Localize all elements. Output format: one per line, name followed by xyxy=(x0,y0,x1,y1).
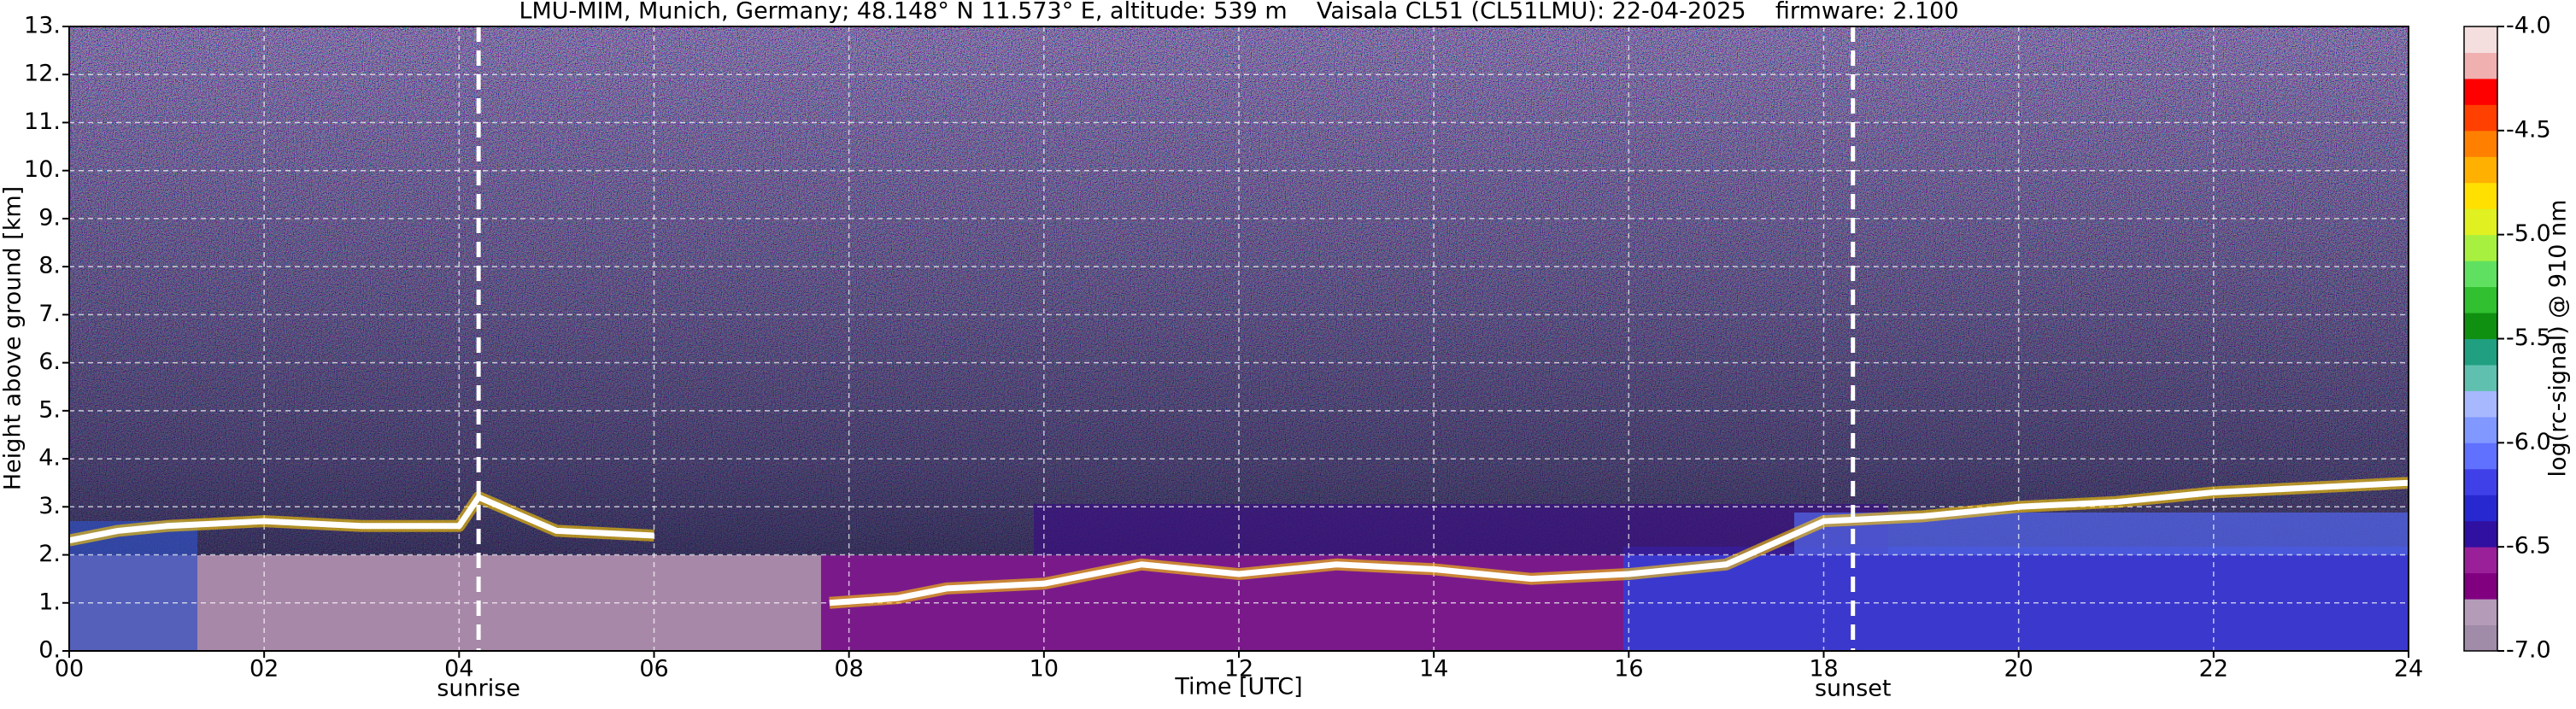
x-tick-label: 08 xyxy=(834,656,863,683)
y-tick-label: 11. xyxy=(24,108,61,135)
colorbar-tick-label: -5.0 xyxy=(2506,220,2551,247)
y-tick-label: 4. xyxy=(38,445,61,472)
colorbar-tick-label: -4.0 xyxy=(2506,13,2551,39)
colorbar-swatch xyxy=(2464,26,2497,53)
colorbar-swatch xyxy=(2464,286,2497,313)
layer-line xyxy=(68,494,654,544)
x-axis-label: Time [UTC] xyxy=(1174,674,1302,700)
x-tick-label: 00 xyxy=(55,656,84,683)
colorbar-swatch xyxy=(2464,156,2497,184)
y-tick-label: 10. xyxy=(24,156,61,183)
y-tick-label: 7. xyxy=(38,301,61,327)
y-tick-label: 3. xyxy=(38,493,61,519)
colorbar-tick-label: -7.0 xyxy=(2506,637,2551,664)
y-tick-label: 12. xyxy=(24,61,61,87)
x-tick-label: 06 xyxy=(639,656,668,683)
chart-title: LMU-MIM, Munich, Germany; 48.148° N 11.5… xyxy=(519,0,1958,25)
x-tick-label: 04 xyxy=(444,656,473,683)
colorbar-swatch xyxy=(2464,520,2497,548)
x-tick-label: 16 xyxy=(1614,656,1643,683)
colorbar-swatch xyxy=(2464,313,2497,339)
y-tick-label: 5. xyxy=(38,396,61,423)
colorbar-swatch xyxy=(2464,624,2497,652)
colorbar-swatch xyxy=(2464,495,2497,522)
colorbar-swatch xyxy=(2464,78,2497,105)
colorbar-swatch xyxy=(2464,572,2497,600)
annotation-label: sunset xyxy=(1815,676,1892,702)
signal-low-layer xyxy=(1623,547,2409,651)
colorbar-swatch xyxy=(2464,442,2497,470)
colorbar-swatch xyxy=(2464,182,2497,209)
colorbar-swatch xyxy=(2464,599,2497,626)
signal-mid-layer xyxy=(1034,504,1888,555)
colorbar-swatch xyxy=(2464,468,2497,495)
colorbar-swatch xyxy=(2464,52,2497,79)
annotation-label: sunrise xyxy=(437,676,520,702)
colorbar-swatch xyxy=(2464,547,2497,574)
y-tick-label: 1. xyxy=(38,589,61,615)
y-tick-label: 6. xyxy=(38,349,61,375)
colorbar-swatch xyxy=(2464,338,2497,366)
marks xyxy=(67,26,2409,651)
y-tick-label: 0. xyxy=(38,637,61,664)
y-tick-label: 8. xyxy=(38,253,61,279)
colorbar-swatch xyxy=(2464,104,2497,132)
colorbar-tick-label: -6.5 xyxy=(2506,533,2551,560)
colorbar-swatch xyxy=(2464,390,2497,418)
colorbar-tick-label: -5.5 xyxy=(2506,325,2551,351)
x-tick-label: 18 xyxy=(1809,656,1838,683)
y-axis-label: Height above ground [km] xyxy=(0,186,26,490)
colorbar-tick-label: -4.5 xyxy=(2506,116,2551,143)
x-tick-label: 24 xyxy=(2394,656,2423,683)
y-tick-label: 13. xyxy=(24,13,61,39)
colorbar-swatch xyxy=(2464,234,2497,261)
colorbar-swatch xyxy=(2464,416,2497,443)
colorbar-swatch xyxy=(2464,208,2497,236)
x-tick-label: 20 xyxy=(2004,656,2033,683)
colorbar-tick-label: -6.0 xyxy=(2506,429,2551,455)
colorbar-swatch xyxy=(2464,130,2497,157)
layer-line xyxy=(829,479,2409,606)
signal-mid-layer xyxy=(69,521,197,651)
y-tick-label: 9. xyxy=(38,204,61,231)
x-tick-label: 22 xyxy=(2199,656,2228,683)
colorbar-swatch xyxy=(2464,261,2497,288)
y-tick-label: 2. xyxy=(38,541,61,567)
colorbar-swatch xyxy=(2464,364,2497,391)
x-tick-label: 12 xyxy=(1224,656,1253,683)
x-tick-label: 02 xyxy=(249,656,279,683)
x-tick-label: 14 xyxy=(1419,656,1448,683)
colorbar-label: log(rc-signal) @ 910 nm xyxy=(2545,200,2572,478)
x-tick-label: 10 xyxy=(1030,656,1059,683)
